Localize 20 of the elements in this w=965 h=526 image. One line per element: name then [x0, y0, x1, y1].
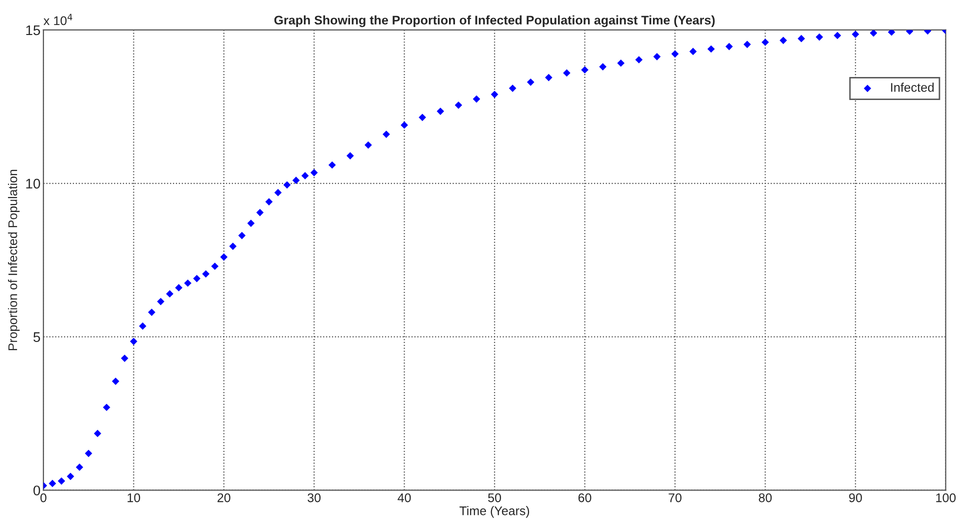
y-tick-label: 5	[33, 332, 40, 342]
x-tick-label: 40	[398, 493, 411, 502]
x-tick-label: 50	[488, 493, 502, 502]
x-tick-label: 10	[128, 493, 140, 502]
y-tick-label: 15	[26, 25, 40, 36]
y-axis-title: Proportion of Infected Population	[8, 170, 20, 350]
legend-label: Infected	[891, 82, 934, 92]
x-tick-label: 70	[668, 493, 682, 502]
text: x 10$^{4}$	[44, 14, 72, 26]
chart-title: Graph Showing the Proportion of Infected Population against Time (Years)	[274, 15, 715, 28]
x-tick-label: 90	[849, 493, 862, 502]
y-tick-label: 0	[33, 486, 40, 496]
x-tick-label: 60	[578, 493, 592, 502]
x-tick-label: 30	[308, 493, 321, 502]
x-tick-label: 0	[40, 493, 46, 502]
y-tick-label: 10	[26, 178, 40, 189]
x-tick-label: 80	[758, 493, 772, 502]
x-tick-label: 100	[936, 493, 956, 502]
x-axis-title: Time (Years)	[460, 506, 530, 518]
x-tick-label: 20	[218, 493, 230, 502]
